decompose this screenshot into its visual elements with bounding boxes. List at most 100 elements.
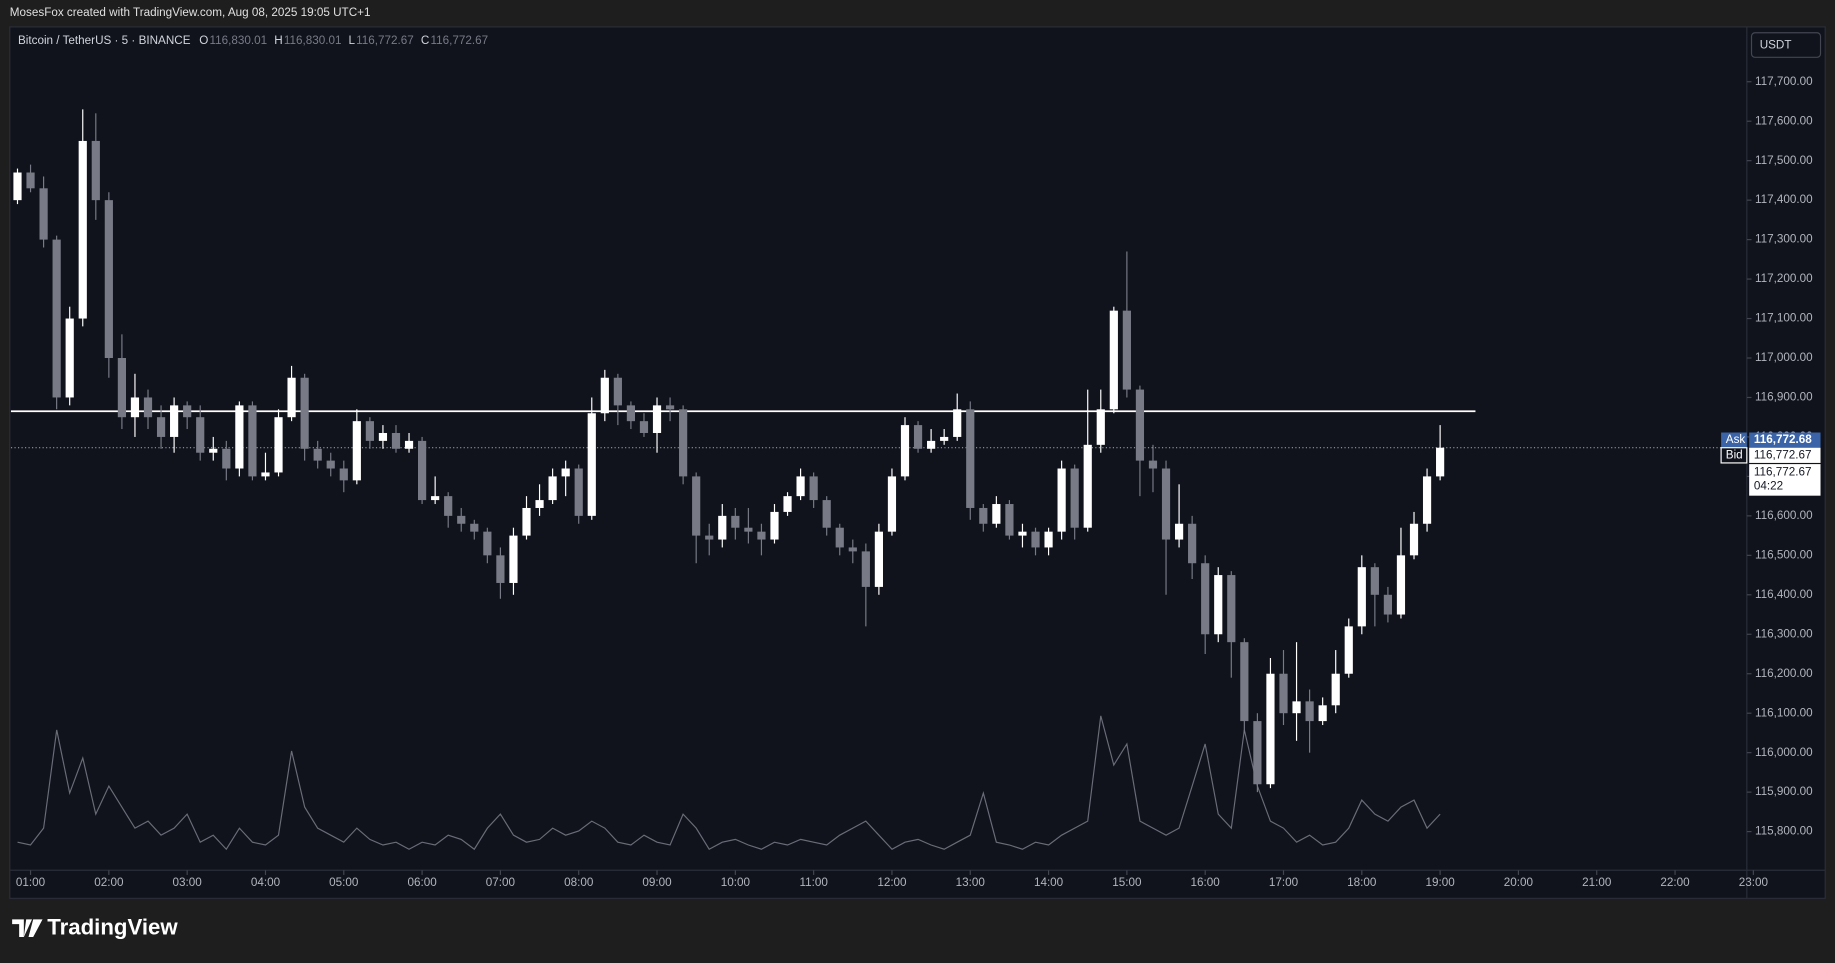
candle-body bbox=[822, 500, 831, 528]
candle-body bbox=[848, 547, 857, 552]
brand-logo bbox=[12, 919, 43, 937]
x-tick-label: 12:00 bbox=[877, 876, 907, 889]
x-tick-label: 22:00 bbox=[1660, 876, 1690, 889]
candle-body bbox=[665, 405, 675, 410]
candle-body bbox=[326, 460, 335, 469]
brand-name: TradingView bbox=[47, 915, 178, 940]
x-tick-label: 03:00 bbox=[173, 876, 203, 889]
candle-body bbox=[39, 188, 48, 240]
candle-body bbox=[874, 531, 883, 587]
candle-body bbox=[731, 515, 740, 528]
candle-body bbox=[809, 476, 818, 501]
candle-body bbox=[966, 409, 975, 508]
candle-body bbox=[496, 555, 505, 583]
candle-body bbox=[117, 358, 127, 418]
ask-tag-box bbox=[1721, 432, 1747, 448]
y-tick-label: 116,200.00 bbox=[1755, 667, 1813, 680]
y-tick-label: 117,300.00 bbox=[1755, 233, 1813, 246]
candle-body bbox=[927, 440, 936, 449]
y-tick-label: 117,100.00 bbox=[1755, 312, 1813, 325]
candle-body bbox=[1383, 594, 1393, 615]
ask-price-box bbox=[1749, 432, 1821, 448]
candle-body bbox=[287, 377, 296, 418]
x-tick-label: 04:00 bbox=[251, 876, 281, 889]
candle-body bbox=[339, 468, 348, 481]
bid-price: 116,772.67 bbox=[1754, 448, 1812, 461]
candle-body bbox=[1096, 409, 1105, 445]
candle-body bbox=[391, 432, 401, 449]
currency-button[interactable] bbox=[1750, 32, 1822, 58]
candle-body bbox=[470, 523, 479, 532]
bid-tag-box bbox=[1720, 447, 1748, 464]
candle-body bbox=[574, 468, 583, 516]
candle-body bbox=[1253, 721, 1262, 785]
candle-body bbox=[1070, 468, 1079, 528]
x-tick-label: 15:00 bbox=[1112, 876, 1142, 889]
x-tick-label: 05:00 bbox=[329, 876, 359, 889]
candle-body bbox=[835, 527, 844, 548]
candle-body bbox=[235, 405, 244, 469]
x-tick-label: 17:00 bbox=[1269, 876, 1299, 889]
legend-key: L bbox=[348, 34, 355, 47]
candle-body bbox=[65, 318, 74, 398]
candle-body bbox=[417, 440, 427, 501]
candle-body bbox=[861, 551, 870, 587]
candle-body bbox=[130, 397, 140, 418]
candle-body bbox=[274, 417, 283, 473]
ask-price: 116,772.68 bbox=[1754, 433, 1812, 446]
candle-body bbox=[1057, 468, 1066, 532]
currency[interactable]: USDT bbox=[1760, 39, 1792, 52]
candle-body bbox=[979, 507, 988, 524]
candle-body bbox=[1318, 705, 1327, 722]
candle-body bbox=[444, 496, 453, 516]
candle-body bbox=[1305, 701, 1314, 722]
y-tick-label: 117,700.00 bbox=[1755, 75, 1813, 88]
y-tick-label: 116,300.00 bbox=[1755, 627, 1813, 640]
legend-value: 116,772.67 bbox=[356, 34, 414, 47]
candle-body bbox=[652, 405, 662, 433]
candle-body bbox=[587, 413, 596, 516]
candle-body bbox=[1409, 523, 1419, 556]
last-price: 116,772.67 bbox=[1754, 465, 1812, 478]
x-tick-label: 08:00 bbox=[564, 876, 594, 889]
candle-body bbox=[887, 476, 897, 532]
header-text: MosesFox created with TradingView.com, A… bbox=[10, 6, 371, 19]
candle-body bbox=[1357, 567, 1366, 627]
candle-body bbox=[91, 140, 100, 201]
candle-body bbox=[222, 448, 231, 469]
candle-body bbox=[104, 200, 113, 359]
candle-body bbox=[78, 140, 87, 319]
candle-body bbox=[170, 405, 179, 437]
candle-body bbox=[757, 531, 766, 540]
y-tick-label: 115,900.00 bbox=[1755, 785, 1813, 798]
candle-body bbox=[953, 409, 962, 437]
x-tick-label: 16:00 bbox=[1191, 876, 1221, 889]
candle-body bbox=[1214, 575, 1223, 635]
candle-body bbox=[26, 172, 35, 189]
symbol: Bitcoin / TetherUS · 5 · BINANCE bbox=[18, 34, 191, 47]
candle-body bbox=[913, 425, 923, 449]
candle-body bbox=[1044, 531, 1053, 548]
candle-body bbox=[1018, 531, 1027, 536]
candle-body bbox=[1135, 389, 1145, 461]
candle-body bbox=[639, 421, 649, 433]
candle-body bbox=[992, 504, 1001, 524]
y-tick-label: 116,600.00 bbox=[1755, 509, 1813, 522]
candle-body bbox=[1396, 555, 1406, 615]
bid-tag-label: Bid bbox=[1726, 448, 1743, 461]
candle-body bbox=[457, 515, 466, 524]
legend-value: 116,772.67 bbox=[430, 34, 488, 47]
candle-body bbox=[378, 432, 388, 441]
y-tick-label: 116,500.00 bbox=[1755, 548, 1813, 561]
candle-body bbox=[143, 397, 153, 418]
candle-body bbox=[1266, 673, 1275, 785]
candle-body bbox=[1422, 476, 1432, 524]
candle-body bbox=[404, 440, 414, 449]
candle-body bbox=[1344, 626, 1353, 674]
candle-body bbox=[1201, 563, 1210, 635]
candle-body bbox=[156, 417, 166, 437]
candle-body bbox=[1227, 575, 1236, 643]
y-tick-label: 116,100.00 bbox=[1755, 706, 1813, 719]
legend-value: 116,830.01 bbox=[210, 34, 268, 47]
x-tick-label: 13:00 bbox=[956, 876, 986, 889]
